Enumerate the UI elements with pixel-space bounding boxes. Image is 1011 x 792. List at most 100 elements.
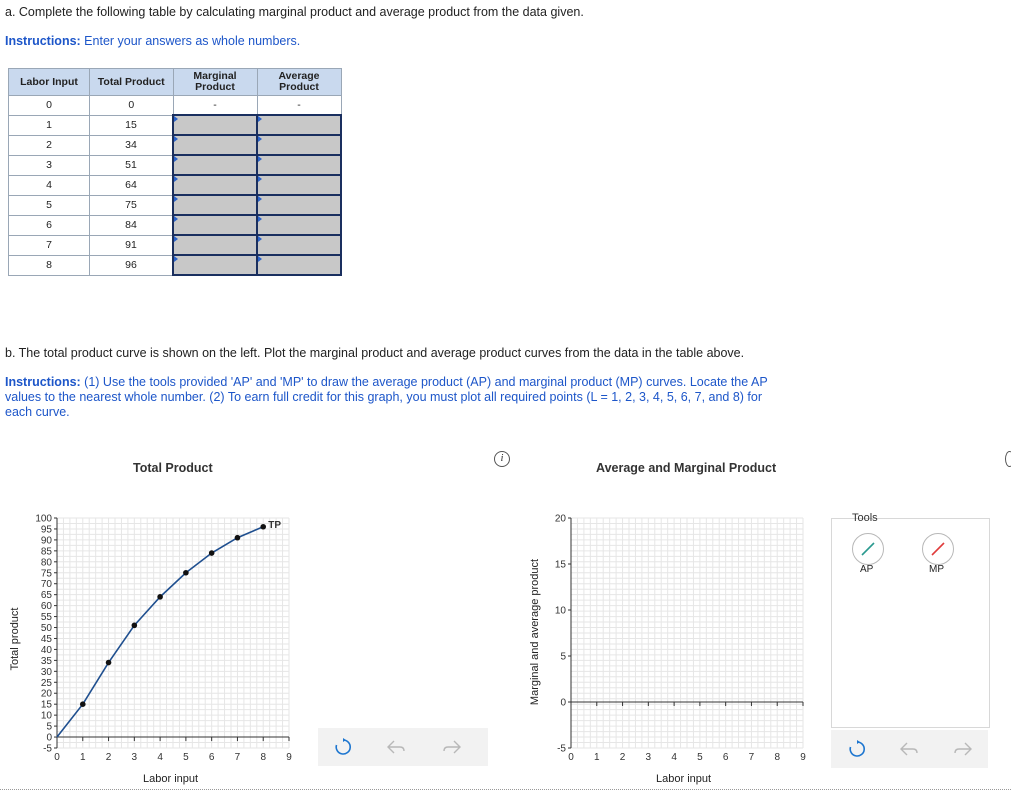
- y-tick-label: 75: [41, 568, 53, 579]
- x-tick-label: 0: [568, 752, 574, 763]
- labor-cell: 0: [8, 95, 90, 116]
- ap-cell: -: [256, 95, 342, 116]
- x-tick-label: 8: [774, 752, 780, 763]
- tp-cell: 64: [89, 175, 173, 196]
- part-b-instructions: Instructions: (1) Use the tools provided…: [5, 375, 785, 420]
- data-point: [260, 523, 267, 530]
- labor-cell: 8: [8, 255, 90, 276]
- ap-answer-input[interactable]: [256, 134, 342, 156]
- x-tick-label: 7: [235, 752, 241, 763]
- mp-tool-label: MP: [929, 564, 944, 575]
- x-tick-label: 3: [132, 752, 138, 763]
- y-tick-label: 50: [41, 623, 53, 634]
- labor-cell: 1: [8, 115, 90, 136]
- y-tick-label: 0: [560, 698, 566, 709]
- data-point: [157, 594, 163, 600]
- x-tick-label: 1: [80, 752, 86, 763]
- tp-cell: 51: [89, 155, 173, 176]
- y-tick-label: 85: [41, 546, 53, 557]
- undo-icon[interactable]: [386, 739, 406, 755]
- y-tick-label: 30: [41, 667, 53, 678]
- x-tick-label: 4: [671, 752, 677, 763]
- instructions-text: (1) Use the tools provided 'AP' and 'MP'…: [5, 375, 768, 419]
- x-tick-label: 0: [54, 752, 60, 763]
- table-row: 3 51: [8, 154, 342, 176]
- x-tick-label: 6: [723, 752, 729, 763]
- tp-cell: 84: [89, 215, 173, 236]
- left-chart-title: Total Product: [133, 461, 213, 475]
- table-row: 7 91: [8, 234, 342, 256]
- ap-answer-input[interactable]: [256, 114, 342, 136]
- labor-cell: 5: [8, 195, 90, 216]
- mp-answer-input[interactable]: [172, 114, 258, 136]
- redo-icon[interactable]: [442, 739, 462, 755]
- x-tick-label: 5: [183, 752, 189, 763]
- table-row: 4 64: [8, 174, 342, 196]
- ap-answer-input[interactable]: [256, 214, 342, 236]
- table-row: 6 84: [8, 214, 342, 236]
- y-tick-label: 90: [41, 535, 53, 546]
- part-a-question: a. Complete the following table by calcu…: [5, 5, 584, 19]
- ap-answer-input[interactable]: [256, 154, 342, 176]
- y-tick-label: 55: [41, 612, 53, 623]
- reset-icon[interactable]: [848, 740, 866, 758]
- total-product-chart[interactable]: 0 1 2 3 4 5 6 7 8 9-50510152025303540455055606570…: [0, 505, 310, 770]
- y-tick-label: -5: [557, 744, 566, 755]
- product-table: Labor Input Total Product Marginal Produ…: [8, 68, 342, 276]
- ap-line-icon: [861, 542, 875, 556]
- col-labor-input: Labor Input: [8, 68, 90, 96]
- tp-cell: 15: [89, 115, 173, 136]
- y-tick-label: 10: [555, 606, 567, 617]
- tp-cell: 96: [89, 255, 173, 276]
- data-point: [105, 659, 112, 666]
- ap-tool-button[interactable]: [852, 533, 884, 565]
- tools-panel: Tools AP MP: [831, 512, 990, 728]
- y-tick-label: -5: [43, 744, 52, 755]
- left-x-axis-label: Labor input: [143, 773, 199, 785]
- mp-answer-input[interactable]: [172, 154, 258, 176]
- x-tick-label: 3: [646, 752, 652, 763]
- info-icon-partial[interactable]: [1005, 451, 1011, 467]
- x-tick-label: 8: [260, 752, 266, 763]
- x-tick-label: 5: [697, 752, 703, 763]
- data-point: [131, 622, 138, 629]
- mp-answer-input[interactable]: [172, 134, 258, 156]
- x-tick-label: 4: [157, 752, 163, 763]
- instructions-label: Instructions:: [5, 375, 81, 389]
- y-tick-label: 100: [35, 514, 52, 525]
- ap-answer-input[interactable]: [256, 174, 342, 196]
- data-point: [208, 550, 215, 556]
- labor-cell: 2: [8, 135, 90, 156]
- instructions-label: Instructions:: [5, 34, 81, 48]
- mp-answer-input[interactable]: [172, 174, 258, 196]
- ap-answer-input[interactable]: [256, 254, 342, 276]
- mp-tool-button[interactable]: [922, 533, 954, 565]
- mp-answer-input[interactable]: [172, 214, 258, 236]
- tp-cell: 0: [89, 95, 173, 116]
- tp-cell: 34: [89, 135, 173, 156]
- y-tick-label: 15: [41, 700, 53, 711]
- mp-answer-input[interactable]: [172, 254, 258, 276]
- mp-answer-input[interactable]: [172, 194, 258, 216]
- reset-icon[interactable]: [334, 738, 352, 756]
- right-x-axis-label: Labor input: [656, 773, 712, 785]
- undo-icon[interactable]: [899, 741, 919, 757]
- labor-cell: 7: [8, 235, 90, 256]
- table-row: 0 0 - -: [8, 95, 342, 116]
- tp-cell: 75: [89, 195, 173, 216]
- x-tick-label: 9: [286, 752, 292, 763]
- info-icon[interactable]: i: [494, 451, 510, 467]
- y-tick-label: 45: [41, 634, 53, 645]
- tp-cell: 91: [89, 235, 173, 256]
- left-toolbar: [318, 728, 488, 766]
- mp-answer-input[interactable]: [172, 234, 258, 256]
- ap-answer-input[interactable]: [256, 234, 342, 256]
- data-point: [183, 569, 189, 576]
- y-tick-label: 35: [41, 656, 53, 667]
- redo-icon[interactable]: [953, 741, 973, 757]
- labor-cell: 3: [8, 155, 90, 176]
- ap-answer-input[interactable]: [256, 194, 342, 216]
- y-tick-label: 60: [41, 601, 53, 612]
- bottom-divider: [0, 789, 1011, 790]
